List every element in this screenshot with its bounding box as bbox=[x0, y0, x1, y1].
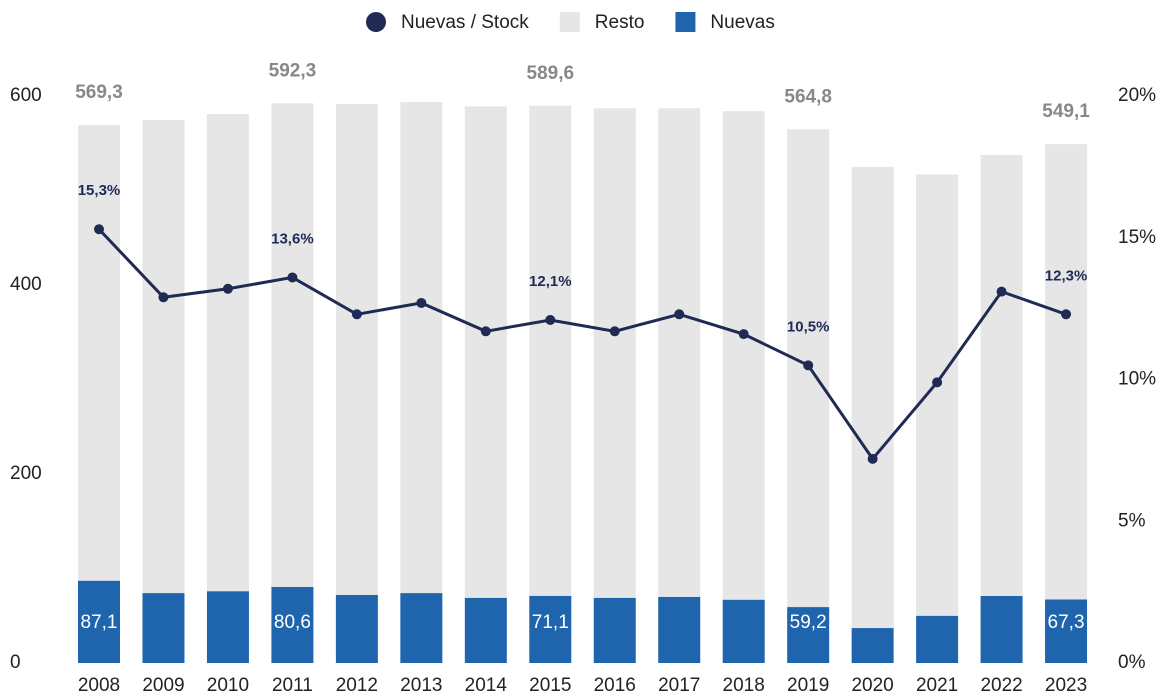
line-point bbox=[416, 297, 427, 308]
bar-segment bbox=[142, 120, 185, 594]
bar-segment bbox=[787, 607, 830, 663]
line-point bbox=[480, 326, 491, 337]
y-tick-label: 400 bbox=[10, 274, 42, 295]
line-point bbox=[803, 360, 814, 371]
x-tick-label: 2021 bbox=[916, 675, 958, 695]
total-label: 549,1 bbox=[1042, 101, 1090, 122]
bar-value-label: 80,6 bbox=[274, 612, 311, 633]
total-label: 592,3 bbox=[269, 60, 317, 81]
bar-segment bbox=[206, 591, 249, 663]
bar-segment bbox=[916, 174, 959, 616]
line-value-label: 12,3% bbox=[1045, 267, 1088, 284]
line-point bbox=[674, 309, 685, 320]
legend-label: Nuevas bbox=[710, 12, 774, 33]
x-tick-label: 2020 bbox=[851, 675, 893, 695]
line-value-label: 13,6% bbox=[271, 230, 314, 247]
bar-segment bbox=[529, 595, 572, 663]
bar-segment bbox=[271, 103, 314, 587]
line-point bbox=[932, 377, 943, 388]
line-value-label: 10,5% bbox=[787, 318, 830, 335]
x-tick-label: 2009 bbox=[142, 675, 184, 695]
bar-segment bbox=[206, 113, 249, 592]
line-point bbox=[609, 326, 620, 337]
line-point bbox=[222, 283, 233, 294]
bar-segment bbox=[593, 597, 636, 663]
bar-segment bbox=[142, 593, 185, 663]
bar-segment bbox=[658, 596, 701, 663]
line bbox=[97, 228, 1067, 462]
y2-tick-label: 20% bbox=[1118, 85, 1156, 106]
line-point bbox=[1061, 309, 1072, 320]
x-tick-label: 2011 bbox=[272, 675, 313, 695]
line-point bbox=[158, 292, 169, 303]
x-tick-label: 2017 bbox=[658, 675, 700, 695]
x-tick-label: 2015 bbox=[529, 675, 571, 695]
bar-segment bbox=[464, 106, 507, 598]
y-tick-label: 600 bbox=[10, 85, 42, 106]
x-tick-label: 2014 bbox=[465, 675, 508, 695]
bar-segment bbox=[851, 166, 894, 629]
bar-segment bbox=[722, 599, 765, 663]
x-tick-label: 2013 bbox=[400, 675, 442, 695]
bar-value-label: 87,1 bbox=[81, 612, 118, 633]
y2-tick-label: 10% bbox=[1118, 369, 1156, 390]
bar-segment bbox=[980, 154, 1023, 596]
total-label: 569,3 bbox=[75, 82, 123, 103]
x-tick-label: 2016 bbox=[594, 675, 636, 695]
bar-segment bbox=[464, 597, 507, 663]
legend-label: Nuevas / Stock bbox=[401, 12, 529, 33]
bar-segment bbox=[78, 125, 120, 581]
bar-segment bbox=[658, 108, 701, 597]
bar-segment bbox=[980, 595, 1023, 663]
line-point bbox=[996, 286, 1007, 297]
bar-segment bbox=[271, 586, 314, 663]
y2-tick-label: 5% bbox=[1118, 510, 1146, 531]
line-value-label: 12,1% bbox=[529, 273, 572, 290]
bar-segment bbox=[400, 102, 443, 594]
y2-tick-label: 15% bbox=[1118, 227, 1156, 248]
bar-value-label: 59,2 bbox=[790, 612, 827, 633]
line-point bbox=[94, 224, 104, 235]
total-label: 564,8 bbox=[784, 86, 832, 107]
legend-marker bbox=[559, 12, 580, 32]
x-tick-label: 2012 bbox=[336, 675, 378, 695]
bar-segment bbox=[529, 105, 572, 596]
legend-marker bbox=[675, 12, 696, 32]
bar-segment bbox=[335, 104, 378, 595]
total-label: 589,6 bbox=[527, 63, 575, 84]
x-tick-label: 2010 bbox=[207, 675, 249, 695]
bar-segment bbox=[1045, 599, 1088, 663]
line-point bbox=[545, 314, 556, 325]
line-point bbox=[351, 309, 362, 320]
line-value-label: 15,3% bbox=[78, 182, 121, 199]
x-tick-label: 2023 bbox=[1045, 675, 1087, 695]
bar-segment bbox=[851, 628, 894, 663]
legend-label: Resto bbox=[595, 12, 645, 33]
bar-segment bbox=[593, 108, 636, 598]
bar-segment bbox=[1045, 144, 1088, 600]
legend-marker bbox=[366, 12, 386, 32]
bar-value-label: 67,3 bbox=[1048, 612, 1085, 633]
line-point bbox=[287, 272, 298, 283]
bar-segment bbox=[916, 615, 959, 663]
bar-segment bbox=[722, 111, 765, 600]
line-point bbox=[738, 329, 749, 340]
bar-value-label: 71,1 bbox=[532, 612, 569, 633]
bar-segment bbox=[335, 594, 378, 663]
x-tick-label: 2008 bbox=[78, 675, 120, 695]
x-tick-label: 2018 bbox=[723, 675, 765, 695]
y-tick-label: 200 bbox=[10, 463, 42, 484]
bar-segment bbox=[78, 580, 120, 663]
line-point bbox=[867, 453, 878, 464]
y-tick-label: 0 bbox=[10, 652, 21, 673]
y2-tick-label: 0% bbox=[1118, 652, 1146, 673]
x-tick-label: 2022 bbox=[980, 675, 1022, 695]
x-tick-label: 2019 bbox=[787, 675, 829, 695]
bar-segment bbox=[400, 593, 443, 663]
